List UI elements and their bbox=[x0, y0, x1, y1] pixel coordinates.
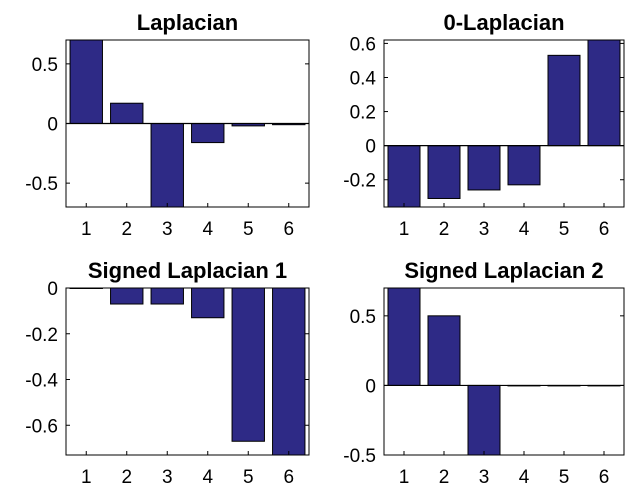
chart-title: Signed Laplacian 2 bbox=[404, 258, 603, 283]
x-tick-label: 1 bbox=[399, 467, 410, 486]
bar-4 bbox=[191, 288, 225, 319]
y-tick-label: 0 bbox=[365, 137, 376, 158]
bar-1 bbox=[387, 288, 421, 386]
y-tick-label: -0.4 bbox=[25, 371, 58, 392]
bar-5 bbox=[231, 288, 265, 442]
x-tick-label: 5 bbox=[559, 219, 570, 240]
x-tick-label: 2 bbox=[439, 467, 450, 486]
bar-3 bbox=[467, 145, 501, 191]
x-tick-label: 5 bbox=[243, 467, 254, 486]
chart-title: 0-Laplacian bbox=[443, 10, 564, 35]
bars bbox=[66, 40, 309, 207]
bar-2 bbox=[110, 102, 144, 125]
y-tick-label: 0.2 bbox=[350, 103, 376, 124]
axes-box bbox=[383, 39, 625, 208]
x-tick-label: 2 bbox=[121, 467, 132, 486]
chart-panel-1: -0.5 0 0.5 1 2 3 4 5 6 Laplacian bbox=[25, 10, 310, 240]
x-tick-label: 4 bbox=[202, 219, 213, 240]
y-tick-label: 0 bbox=[365, 376, 376, 397]
x-tick-label: 3 bbox=[162, 467, 173, 486]
bar-2 bbox=[427, 315, 461, 386]
x-tick-label: 3 bbox=[479, 219, 490, 240]
y-tick-label: -0.5 bbox=[25, 174, 58, 195]
bar-4 bbox=[507, 145, 541, 186]
bar-6 bbox=[272, 288, 306, 455]
x-tick-label: 3 bbox=[162, 219, 173, 240]
x-tick-label: 6 bbox=[599, 219, 610, 240]
y-tick-label: -0.2 bbox=[25, 325, 58, 346]
bar-1 bbox=[387, 145, 421, 207]
bar-3 bbox=[150, 288, 184, 305]
x-tick-label: 4 bbox=[519, 219, 530, 240]
y-tick-label: 0.4 bbox=[350, 68, 377, 89]
y-tick-label: 0 bbox=[47, 115, 58, 136]
x-tick-label: 6 bbox=[283, 467, 294, 486]
axes-box bbox=[65, 287, 310, 456]
bars bbox=[384, 288, 624, 455]
chart-title: Signed Laplacian 1 bbox=[88, 258, 287, 283]
bars bbox=[69, 288, 306, 455]
chart-panel-3: -0.6 -0.4 -0.2 0 1 2 3 4 5 6 Signed Laplacian 1 bbox=[25, 258, 310, 486]
bar-5 bbox=[547, 54, 581, 147]
x-tick-label: 6 bbox=[283, 219, 294, 240]
x-tick-label: 5 bbox=[559, 467, 570, 486]
x-tick-label: 4 bbox=[519, 467, 530, 486]
y-tick-label: 0.5 bbox=[350, 307, 376, 328]
y-tick-label: -0.6 bbox=[25, 416, 58, 437]
bar-1 bbox=[69, 40, 103, 124]
x-tick-label: 3 bbox=[479, 467, 490, 486]
x-tick-label: 1 bbox=[81, 219, 92, 240]
x-tick-label: 2 bbox=[121, 219, 132, 240]
bar-4 bbox=[191, 123, 225, 144]
y-tick-label: -0.2 bbox=[343, 171, 376, 192]
x-tick-label: 2 bbox=[439, 219, 450, 240]
y-tick-label: -0.5 bbox=[343, 446, 376, 467]
bar-6 bbox=[587, 40, 621, 147]
bars bbox=[384, 40, 624, 207]
chart-panel-4: -0.5 0 0.5 1 2 3 4 5 6 Signed Laplacian 2 bbox=[343, 258, 625, 486]
y-tick-label: 0.5 bbox=[32, 55, 58, 76]
x-tick-label: 4 bbox=[202, 467, 213, 486]
axes-box bbox=[383, 287, 625, 456]
chart-panel-2: -0.2 0 0.2 0.4 0.6 1 2 3 4 5 6 0-Laplacian bbox=[343, 10, 625, 240]
x-tick-label: 1 bbox=[81, 467, 92, 486]
x-tick-label: 1 bbox=[399, 219, 410, 240]
bar-2 bbox=[110, 288, 144, 305]
x-tick-label: 6 bbox=[599, 467, 610, 486]
y-tick-label: 0.6 bbox=[350, 34, 376, 55]
x-tick-label: 5 bbox=[243, 219, 254, 240]
bar-3 bbox=[150, 123, 184, 207]
y-tick-label: 0 bbox=[47, 279, 58, 300]
chart-title: Laplacian bbox=[137, 10, 238, 35]
bar-2 bbox=[427, 145, 461, 199]
